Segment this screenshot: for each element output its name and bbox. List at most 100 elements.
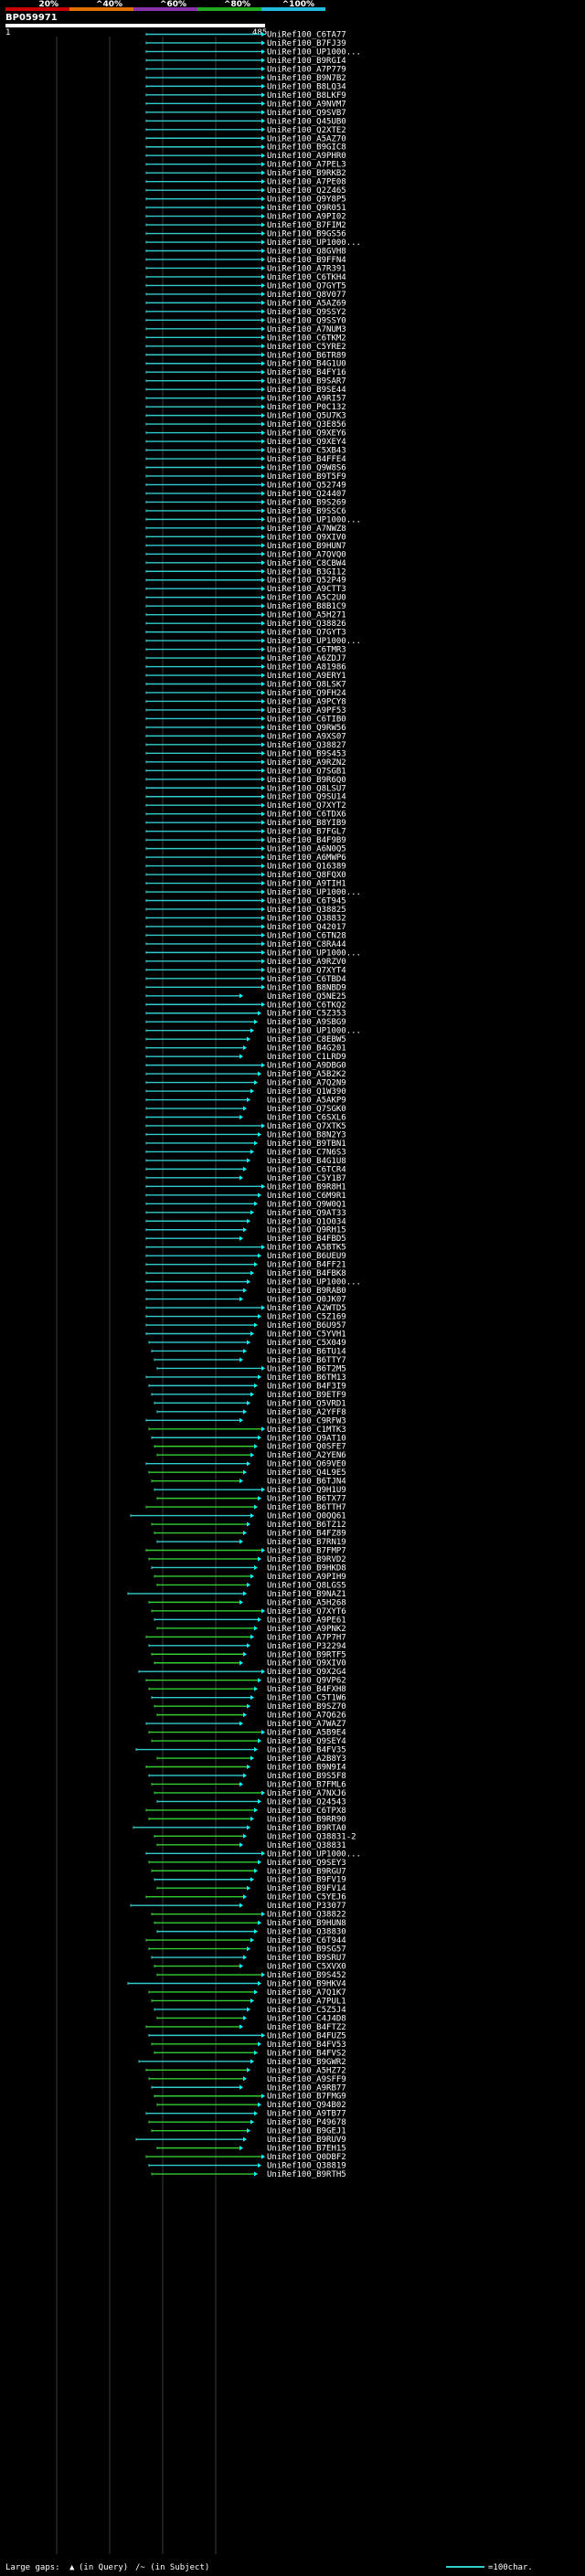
hit-arrowhead (261, 742, 265, 747)
hit-arrowhead (250, 1513, 254, 1519)
hit-row: UniRef100_Q16389 (145, 863, 346, 872)
hit-label: UniRef100_Q7SGK0 (267, 1105, 346, 1114)
hit-arrowhead (247, 1885, 250, 1891)
hit-label: UniRef100_Q9SEY3 (267, 1859, 346, 1868)
hit-row: UniRef100_A9PE61 (154, 1616, 346, 1625)
hit-row: UniRef100_UP1000... (145, 888, 361, 897)
hit-arrowhead (261, 40, 265, 46)
hit-label: UniRef100_A7P7H7 (267, 1633, 346, 1642)
hit-row: UniRef100_C6TBD4 (145, 975, 346, 984)
hit-arrowhead (261, 1305, 265, 1310)
hit-label: UniRef100_C5Z5J4 (267, 2006, 346, 2015)
hit-label: UniRef100_B9RTH5 (267, 2170, 346, 2179)
hit-label: UniRef100_Q94B02 (267, 2101, 346, 2110)
hit-arrowhead (239, 1539, 243, 1544)
hit-row: UniRef100_B9RTH5 (151, 2170, 346, 2179)
hit-label: UniRef100_B9NAZ1 (267, 1590, 346, 1599)
hit-label: UniRef100_B4G1U0 (267, 360, 346, 369)
hit-arrowhead (254, 1080, 258, 1086)
hit-row: UniRef100_B7FMP7 (145, 1547, 346, 1556)
hit-label: UniRef100_B9R6Q0 (267, 776, 346, 785)
hit-row: UniRef100_A5AZ70 (145, 134, 346, 143)
hit-arrowhead (261, 595, 265, 600)
hit-label: UniRef100_B9N7B2 (267, 74, 346, 83)
hit-row: UniRef100_Q38831-2 (154, 1832, 356, 1841)
hit-row: UniRef100_B4FXH8 (148, 1685, 346, 1694)
hit-arrowhead (243, 2136, 247, 2142)
hit-arrowhead (261, 1002, 265, 1007)
hit-label: UniRef100_Q4L9E5 (267, 1468, 346, 1478)
hit-label: UniRef100_B6UEU9 (267, 1252, 346, 1261)
hit-arrowhead (254, 1444, 258, 1449)
hit-label: UniRef100_Q38825 (267, 906, 346, 915)
hit-label: UniRef100_Q9AT33 (267, 1209, 346, 1218)
hit-label: UniRef100_C6TKH4 (267, 273, 346, 282)
hit-label: UniRef100_Q9SU14 (267, 793, 346, 802)
hit-row: UniRef100_B4FFE4 (145, 455, 346, 464)
hit-label: UniRef100_B9HKD8 (267, 1564, 346, 1573)
hit-arrowhead (261, 127, 265, 133)
hit-row: UniRef100_B9GWR2 (138, 2058, 346, 2067)
hit-arrowhead (250, 1028, 254, 1034)
hit-row: UniRef100_B4FY16 (145, 368, 346, 377)
hit-arrowhead (261, 603, 265, 609)
hit-row: UniRef100_B9R8H1 (145, 1182, 346, 1192)
hit-row: UniRef100_B4FVS2 (154, 2049, 346, 2058)
hit-row: UniRef100_C5X049 (148, 1339, 346, 1348)
hit-arrowhead (261, 915, 265, 920)
hit-label: UniRef100_A5H268 (267, 1598, 346, 1607)
hit-row: UniRef100_B9HKV4 (127, 1980, 346, 1989)
hit-arrowhead (261, 1608, 265, 1614)
hit-label: UniRef100_B9RR90 (267, 1815, 346, 1824)
hit-label: UniRef100_A9RZN2 (267, 758, 346, 768)
hit-label: UniRef100_B4FF21 (267, 1261, 346, 1270)
hit-label: UniRef100_A7Q1K7 (267, 1988, 346, 1998)
hit-row: UniRef100_A9SBG9 (145, 1018, 346, 1027)
hit-row: UniRef100_A5C2U0 (145, 594, 346, 603)
hit-label: UniRef100_Q9XIV0 (267, 1659, 346, 1669)
hit-row: UniRef100_A6ZDJ7 (145, 654, 346, 663)
hit-label: UniRef100_B9SZ70 (267, 1702, 346, 1712)
hit-row: UniRef100_Q0SFE7 (154, 1443, 346, 1452)
hit-row: UniRef100_B9HUN7 (145, 542, 346, 551)
hit-label: UniRef100_B7FJ39 (267, 39, 346, 48)
hit-arrowhead (250, 1574, 254, 1579)
hit-label: UniRef100_C6TIB0 (267, 715, 346, 724)
hit-label: UniRef100_A9NVM7 (267, 100, 346, 109)
hit-arrowhead (239, 1297, 243, 1302)
hit-label: UniRef100_Q9SSY0 (267, 316, 346, 325)
hit-label: UniRef100_C6TPX8 (267, 1807, 346, 1816)
scale-segment (5, 7, 69, 11)
hit-label: UniRef100_Q2XTE2 (267, 126, 346, 135)
hit-row: UniRef100_Q69VE0 (145, 1460, 346, 1469)
hit-row: UniRef100_Q94B02 (156, 2101, 346, 2110)
hit-arrowhead (261, 369, 265, 375)
hit-arrowhead (261, 690, 265, 695)
hit-label: UniRef100_A5AZ69 (267, 299, 346, 308)
hit-row: UniRef100_B6U957 (145, 1321, 346, 1330)
hit-arrowhead (261, 448, 265, 453)
hit-label: UniRef100_B9RTF5 (267, 1650, 346, 1659)
hit-label: UniRef100_B9HKV4 (267, 1980, 346, 1989)
hit-label: UniRef100_B9N9I4 (267, 1764, 346, 1773)
hit-label: UniRef100_A5AKP9 (267, 1097, 346, 1106)
hit-arrowhead (261, 777, 265, 782)
hit-arrowhead (258, 2041, 261, 2047)
hit-label: UniRef100_Q52749 (267, 481, 346, 490)
hit-arrowhead (247, 1582, 250, 1587)
hit-row: UniRef100_Q7XYT6 (151, 1607, 346, 1617)
hit-row: UniRef100_B4FBD5 (145, 1235, 346, 1244)
hit-arrowhead (258, 1617, 261, 1622)
hit-arrowhead (261, 560, 265, 566)
hit-row: UniRef100_C4J4D8 (156, 2014, 346, 2023)
hit-row: UniRef100_B9RUV9 (135, 2136, 346, 2145)
scale-segment (197, 7, 261, 11)
hit-arrowhead (261, 750, 265, 756)
hit-row: UniRef100_C5Z169 (145, 1313, 346, 1322)
query-header: BP059971 1 485 (5, 13, 267, 37)
hit-arrowhead (261, 413, 265, 419)
hit-label: UniRef100_B9T5F9 (267, 472, 346, 482)
hit-row: UniRef100_Q7SGB1 (145, 767, 346, 776)
hit-label: UniRef100_A9DBG0 (267, 1062, 346, 1071)
